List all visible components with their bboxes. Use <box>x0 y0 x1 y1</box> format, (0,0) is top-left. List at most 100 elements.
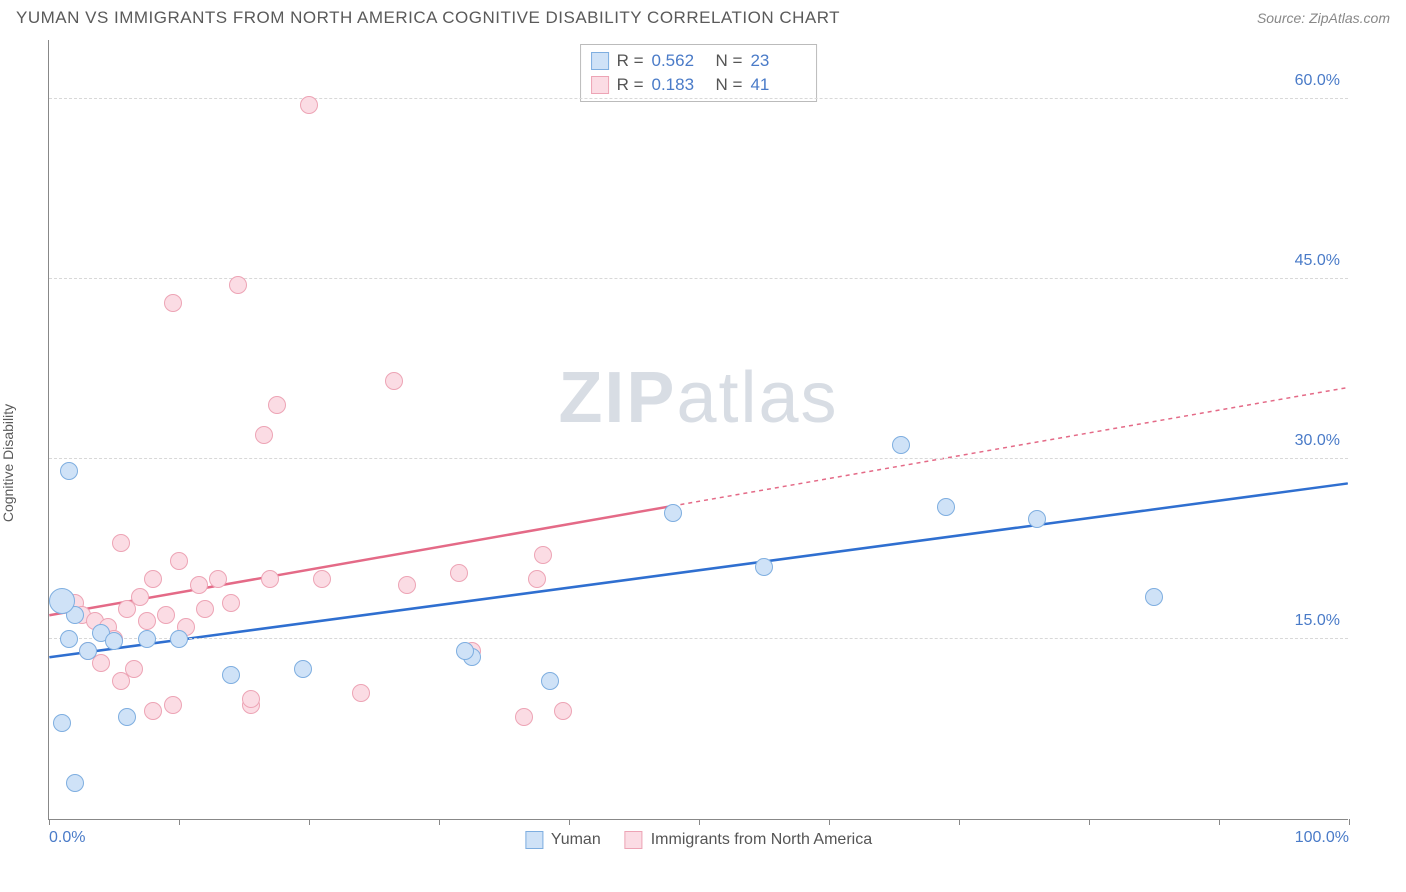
scatter-point-imm <box>190 576 208 594</box>
stat-n-label: N = <box>716 75 743 95</box>
scatter-point-yuman <box>222 666 240 684</box>
scatter-point-yuman <box>1145 588 1163 606</box>
watermark-light: atlas <box>676 358 838 438</box>
scatter-point-yuman <box>755 558 773 576</box>
scatter-point-imm <box>450 564 468 582</box>
plot-area: ZIPatlas R =0.562N =23R =0.183N =41 Yuma… <box>48 40 1348 820</box>
scatter-point-yuman <box>456 642 474 660</box>
scatter-point-yuman <box>541 672 559 690</box>
scatter-point-imm <box>157 606 175 624</box>
scatter-point-imm <box>554 702 572 720</box>
y-tick-label: 60.0% <box>1295 72 1340 90</box>
watermark: ZIPatlas <box>558 357 838 439</box>
x-tick <box>1219 819 1220 825</box>
scatter-point-yuman <box>892 436 910 454</box>
stat-r-label: R = <box>617 51 644 71</box>
source-link[interactable]: ZipAtlas.com <box>1309 10 1390 26</box>
y-axis-label: Cognitive Disability <box>0 404 16 522</box>
scatter-point-imm <box>144 702 162 720</box>
legend-swatch-imm <box>625 831 643 849</box>
scatter-point-imm <box>385 372 403 390</box>
scatter-point-imm <box>268 396 286 414</box>
legend-item-yuman: Yuman <box>525 831 601 849</box>
scatter-point-imm <box>242 690 260 708</box>
scatter-point-yuman <box>49 588 75 614</box>
scatter-point-yuman <box>79 642 97 660</box>
x-tick <box>959 819 960 825</box>
chart-title: YUMAN VS IMMIGRANTS FROM NORTH AMERICA C… <box>16 8 840 28</box>
scatter-point-imm <box>164 696 182 714</box>
scatter-point-imm <box>300 96 318 114</box>
gridline-h <box>49 638 1348 639</box>
scatter-point-imm <box>170 552 188 570</box>
chart-area: Cognitive Disability ZIPatlas R = 0.562 N … <box>0 40 1406 870</box>
x-tick <box>699 819 700 825</box>
scatter-point-imm <box>534 546 552 564</box>
scatter-point-imm <box>528 570 546 588</box>
x-tick <box>1089 819 1090 825</box>
legend-swatch-imm <box>591 76 609 94</box>
scatter-point-yuman <box>60 462 78 480</box>
x-tick <box>179 819 180 825</box>
scatter-point-yuman <box>53 714 71 732</box>
scatter-point-imm <box>164 294 182 312</box>
scatter-point-imm <box>398 576 416 594</box>
scatter-point-yuman <box>664 504 682 522</box>
stats-row-yuman: R = 0.562 N = 23 <box>591 49 807 73</box>
legend-label-imm: Immigrants from North America <box>651 831 872 849</box>
scatter-point-yuman <box>1028 510 1046 528</box>
x-tick <box>829 819 830 825</box>
source-label: Source: <box>1257 10 1305 26</box>
chart-header: YUMAN VS IMMIGRANTS FROM NORTH AMERICA C… <box>0 0 1406 40</box>
scatter-point-yuman <box>170 630 188 648</box>
scatter-point-yuman <box>105 632 123 650</box>
x-tick <box>439 819 440 825</box>
legend-swatch-yuman <box>525 831 543 849</box>
stat-r-value-yuman: 0.562 <box>652 51 708 71</box>
scatter-point-imm <box>196 600 214 618</box>
scatter-point-imm <box>229 276 247 294</box>
legend-item-imm: Immigrants from North America <box>625 831 872 849</box>
scatter-point-yuman <box>60 630 78 648</box>
stat-n-label: N = <box>716 51 743 71</box>
x-tick-label: 0.0% <box>49 829 85 847</box>
legend-label-yuman: Yuman <box>551 831 601 849</box>
stats-legend-box: R = 0.562 N = 23 R = 0.183 N = 41 <box>580 44 818 102</box>
scatter-point-imm <box>112 534 130 552</box>
x-tick <box>49 819 50 825</box>
stat-r-label: R = <box>617 75 644 95</box>
x-tick <box>309 819 310 825</box>
scatter-point-imm <box>144 570 162 588</box>
scatter-point-imm <box>209 570 227 588</box>
y-tick-label: 45.0% <box>1295 252 1340 270</box>
scatter-point-imm <box>255 426 273 444</box>
x-tick <box>569 819 570 825</box>
y-tick-label: 15.0% <box>1295 612 1340 630</box>
stats-row-imm: R = 0.183 N = 41 <box>591 73 807 97</box>
regression-line-yuman <box>49 483 1347 657</box>
scatter-point-imm <box>125 660 143 678</box>
y-tick-label: 30.0% <box>1295 432 1340 450</box>
series-legend: Yuman Immigrants from North America <box>525 831 872 849</box>
scatter-point-yuman <box>294 660 312 678</box>
legend-swatch-yuman <box>591 52 609 70</box>
scatter-point-imm <box>515 708 533 726</box>
scatter-point-imm <box>313 570 331 588</box>
source-credit: Source: ZipAtlas.com <box>1257 10 1390 26</box>
scatter-point-imm <box>352 684 370 702</box>
stat-r-value-imm: 0.183 <box>652 75 708 95</box>
scatter-point-yuman <box>66 774 84 792</box>
stat-n-value-imm: 41 <box>750 75 806 95</box>
scatter-point-yuman <box>138 630 156 648</box>
watermark-bold: ZIP <box>558 358 676 438</box>
scatter-point-imm <box>261 570 279 588</box>
scatter-point-imm <box>131 588 149 606</box>
gridline-h <box>49 458 1348 459</box>
scatter-point-imm <box>222 594 240 612</box>
regression-line-dashed-imm <box>673 388 1348 506</box>
gridline-h <box>49 98 1348 99</box>
stat-n-value-yuman: 23 <box>750 51 806 71</box>
x-tick-label: 100.0% <box>1295 829 1349 847</box>
scatter-point-yuman <box>118 708 136 726</box>
x-tick <box>1349 819 1350 825</box>
